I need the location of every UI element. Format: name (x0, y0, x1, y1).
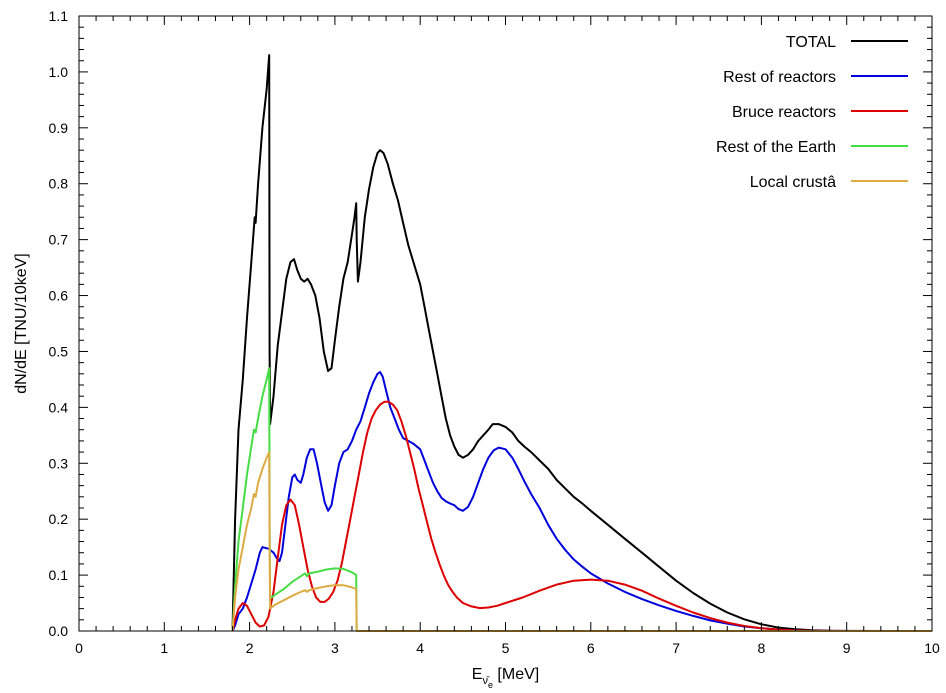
y-tick-label: 0.6 (49, 288, 69, 304)
y-tick-label: 1.1 (49, 8, 69, 24)
series-line-0 (231, 54, 932, 632)
legend-label-4: Local crustâ (750, 174, 836, 191)
y-axis-title: dN/dE [TNU/10keV] (13, 253, 30, 394)
y-tick-label: 0.7 (49, 232, 69, 248)
x-tick-label: 4 (416, 640, 424, 656)
y-tick-label: 0.1 (49, 567, 69, 583)
x-tick-label: 6 (587, 640, 595, 656)
legend-label-1: Rest of reactors (723, 69, 836, 86)
series-line-3 (231, 367, 932, 632)
x-tick-label: 10 (924, 640, 940, 656)
x-tick-label: 1 (160, 640, 168, 656)
y-tick-label: 1.0 (49, 64, 69, 80)
x-axis-title: Eν̄e [MeV] (472, 666, 539, 690)
series-line-1 (231, 371, 932, 632)
x-tick-label: 8 (758, 640, 766, 656)
x-tick-label: 9 (843, 640, 851, 656)
y-tick-label: 0.2 (49, 511, 69, 527)
legend-label-2: Bruce reactors (732, 104, 836, 121)
x-tick-labels: 0 1 2 3 4 5 6 7 8 9 10 (75, 640, 940, 656)
ticks-layer (78, 15, 933, 632)
y-tick-label: 0.0 (49, 623, 69, 639)
series-layer (231, 54, 932, 632)
series-line-2 (231, 400, 932, 632)
y-tick-label: 0.5 (49, 343, 69, 359)
x-tick-label: 5 (502, 640, 510, 656)
y-tick-labels: 0.0 0.1 0.2 0.3 0.4 0.5 0.6 0.7 0.8 0.9 1.0 1.1 (49, 8, 69, 639)
legend-label-3: Rest of the Earth (716, 139, 836, 156)
x-tick-label: 3 (331, 640, 339, 656)
y-tick-label: 0.9 (49, 120, 69, 136)
legend: TOTAL Rest of reactors Bruce reactors Rest … (716, 34, 908, 191)
x-axis-title-main: E (472, 666, 483, 683)
y-tick-label: 0.3 (49, 455, 69, 471)
x-tick-label: 2 (246, 640, 254, 656)
legend-label-0: TOTAL (786, 34, 836, 51)
y-tick-label: 0.4 (49, 399, 69, 415)
x-tick-label: 7 (672, 640, 680, 656)
x-axis-title-unit: [MeV] (493, 666, 539, 683)
x-axis-title-subsub: e (488, 680, 493, 690)
x-tick-label: 0 (75, 640, 83, 656)
x-axis-title-sub: ν̄ (482, 675, 490, 687)
series-line-4 (231, 451, 932, 632)
y-tick-label: 0.8 (49, 176, 69, 192)
